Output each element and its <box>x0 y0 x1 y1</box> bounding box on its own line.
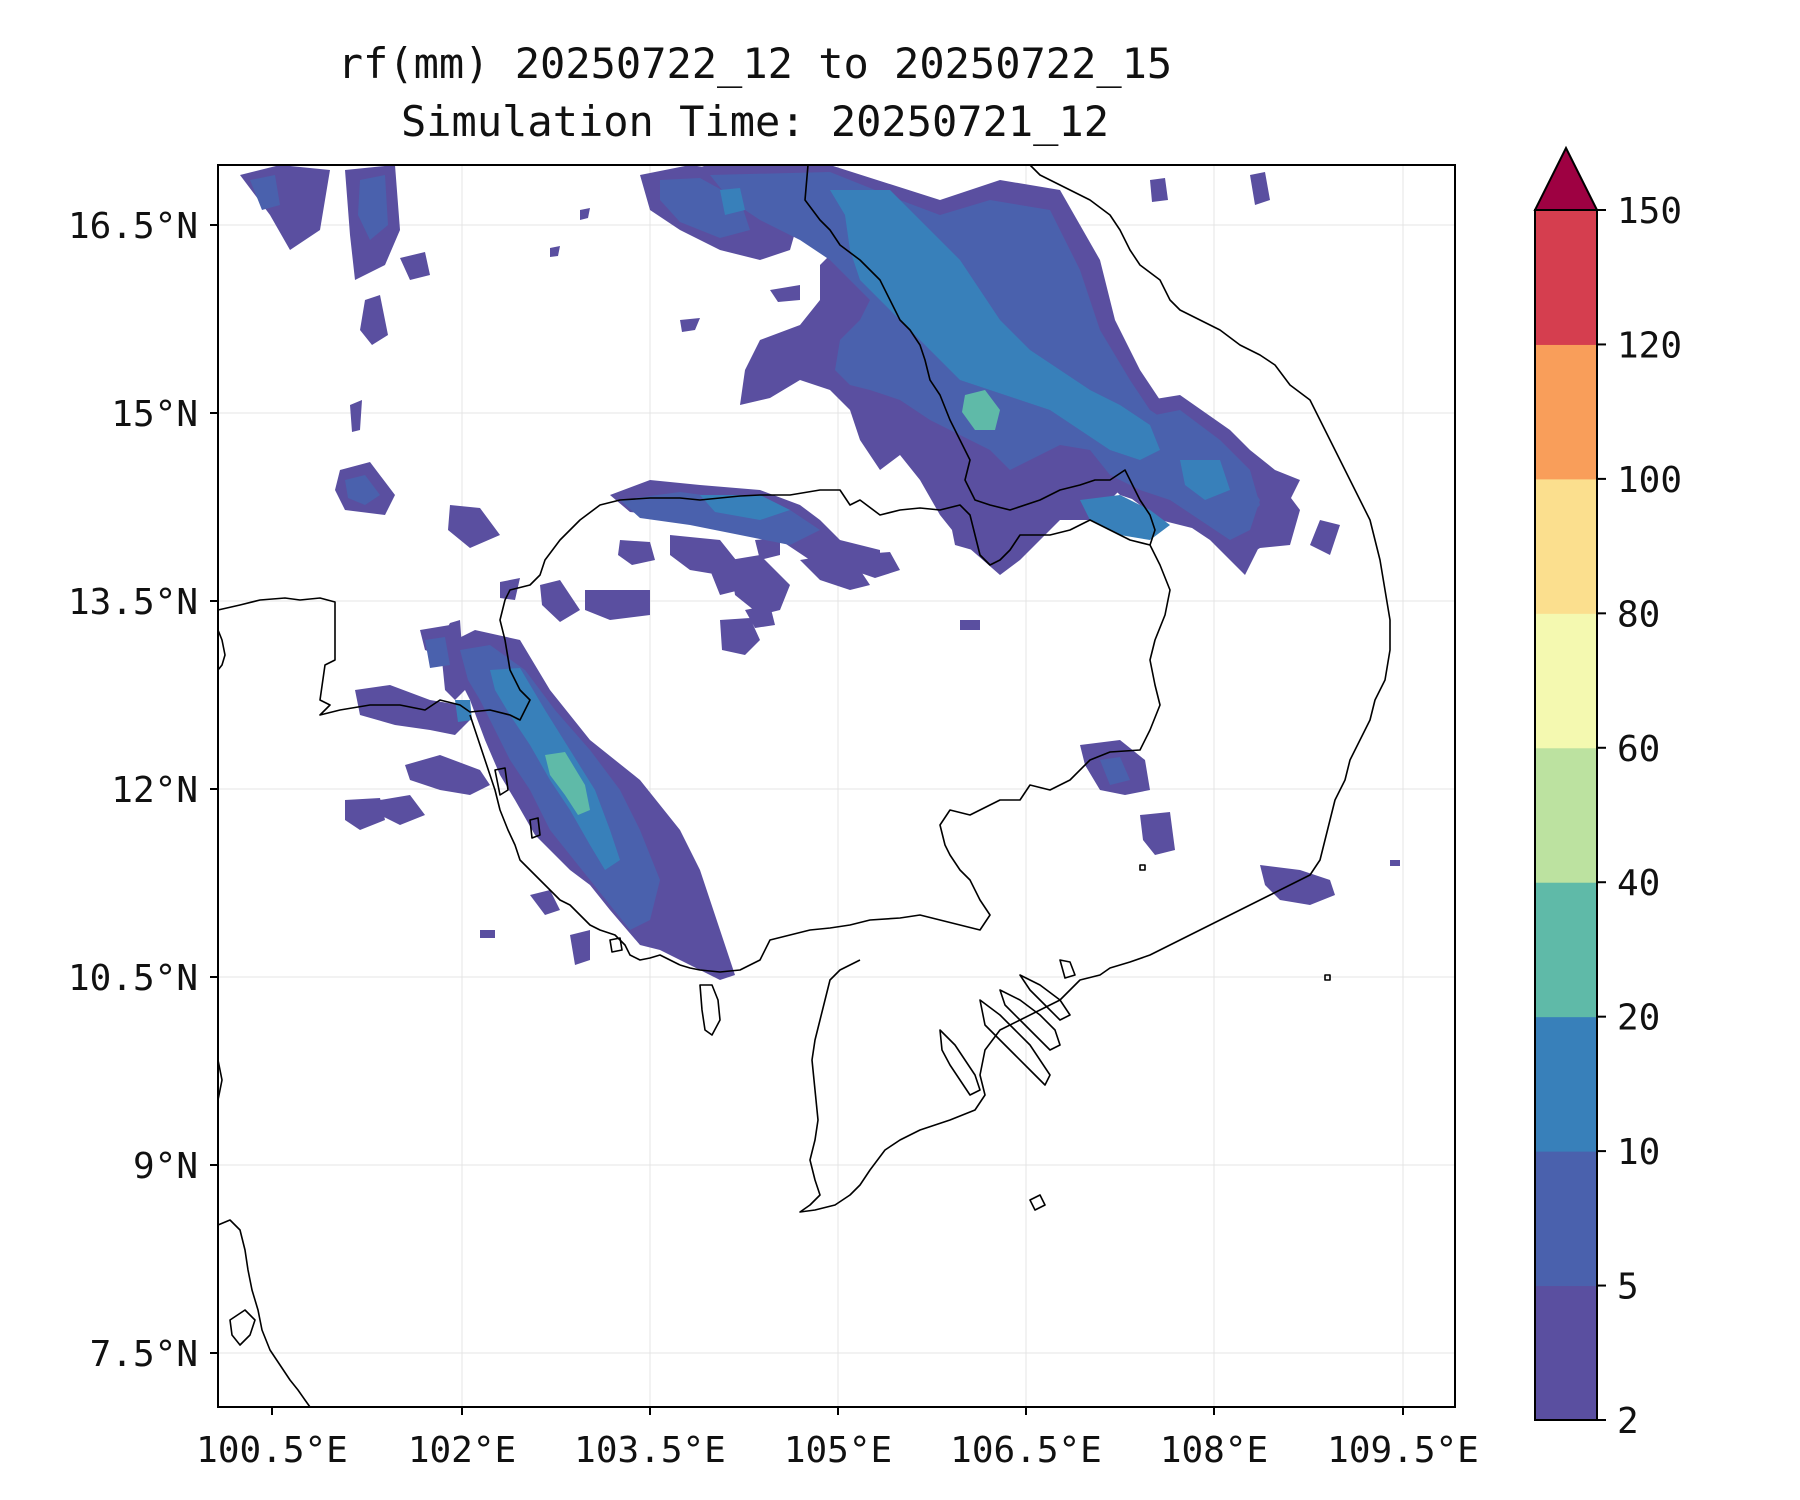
lon-tick-label: 102°E <box>408 1430 516 1471</box>
lon-tick-label: 100.5°E <box>196 1430 348 1471</box>
colorbar-tick-label: 2 <box>1617 1401 1639 1442</box>
colorbar-tick-label: 80 <box>1617 594 1660 635</box>
colorbar-tick-label: 10 <box>1617 1132 1660 1173</box>
lat-tick-label: 7.5°N <box>90 1334 198 1375</box>
colorbar-tick-label: 150 <box>1617 191 1682 232</box>
rain-area-10mm <box>455 188 1230 870</box>
colorbar-segment <box>1535 478 1597 614</box>
laos-vietnam-border <box>804 164 1156 546</box>
thailand-gulf-coast <box>217 629 226 671</box>
lon-tick-label: 106.5°E <box>950 1430 1102 1471</box>
colorbar-tick-label: 120 <box>1617 325 1682 366</box>
tick-marks <box>210 224 1404 1415</box>
latitude-tick-labels: 16.5°N 15°N 13.5°N 12°N 10.5°N 9°N 7.5°N <box>68 206 198 1375</box>
map-frame <box>217 164 1456 1408</box>
colorbar-segment <box>1535 747 1597 883</box>
colorbar-segment <box>1535 210 1597 345</box>
colorbar-tick-label: 100 <box>1617 460 1682 501</box>
longitude-tick-labels: 100.5°E 102°E 103.5°E 105°E 106.5°E 108°E 109.… <box>196 1430 1479 1471</box>
colorbar: 2 5 10 20 40 60 80 100 120 150 <box>1533 145 1682 1442</box>
lat-tick-label: 9°N <box>133 1146 198 1187</box>
colorbar-segment <box>1535 613 1597 749</box>
lon-tick-label: 103.5°E <box>574 1430 726 1471</box>
colorbar-extend-arrow <box>1533 145 1599 211</box>
colorbar-segment <box>1535 1285 1597 1421</box>
vietnam-coast <box>799 164 1391 1213</box>
lat-tick-label: 16.5°N <box>68 206 198 247</box>
colorbar-tick-label: 40 <box>1617 863 1660 904</box>
colorbar-segment <box>1535 882 1597 1018</box>
lon-tick-label: 108°E <box>1160 1430 1268 1471</box>
lon-tick-label: 109.5°E <box>1327 1430 1479 1471</box>
lat-tick-label: 15°N <box>111 394 198 435</box>
phu-quoc-island <box>699 984 721 1036</box>
colorbar-tick-label: 20 <box>1617 998 1660 1039</box>
mekong-delta <box>939 959 1076 1096</box>
colorbar-tick-label: 5 <box>1617 1267 1639 1308</box>
lat-tick-label: 12°N <box>111 770 198 811</box>
cambodia-coast <box>469 714 681 966</box>
rainfall-fill <box>240 165 1400 980</box>
colorbar-segment <box>1535 1016 1597 1152</box>
colorbar-tick-label: 60 <box>1617 729 1660 770</box>
lon-tick-label: 105°E <box>784 1430 892 1471</box>
colorbar-segment <box>1535 344 1597 480</box>
colorbar-segment <box>1535 1151 1597 1287</box>
coastal-islands <box>494 767 1331 1211</box>
lat-tick-label: 13.5°N <box>68 582 198 623</box>
lat-tick-label: 10.5°N <box>68 958 198 999</box>
coastlines-borders <box>217 164 1391 1408</box>
map-subtitle: Simulation Time: 20250721_12 <box>400 97 1109 146</box>
colorbar-frame <box>1534 209 1598 1421</box>
malay-peninsula-coast <box>217 1059 311 1408</box>
map-title: rf(mm) 20250722_12 to 20250722_15 <box>337 39 1173 88</box>
thai-cambodia-laos-border <box>217 489 1171 973</box>
